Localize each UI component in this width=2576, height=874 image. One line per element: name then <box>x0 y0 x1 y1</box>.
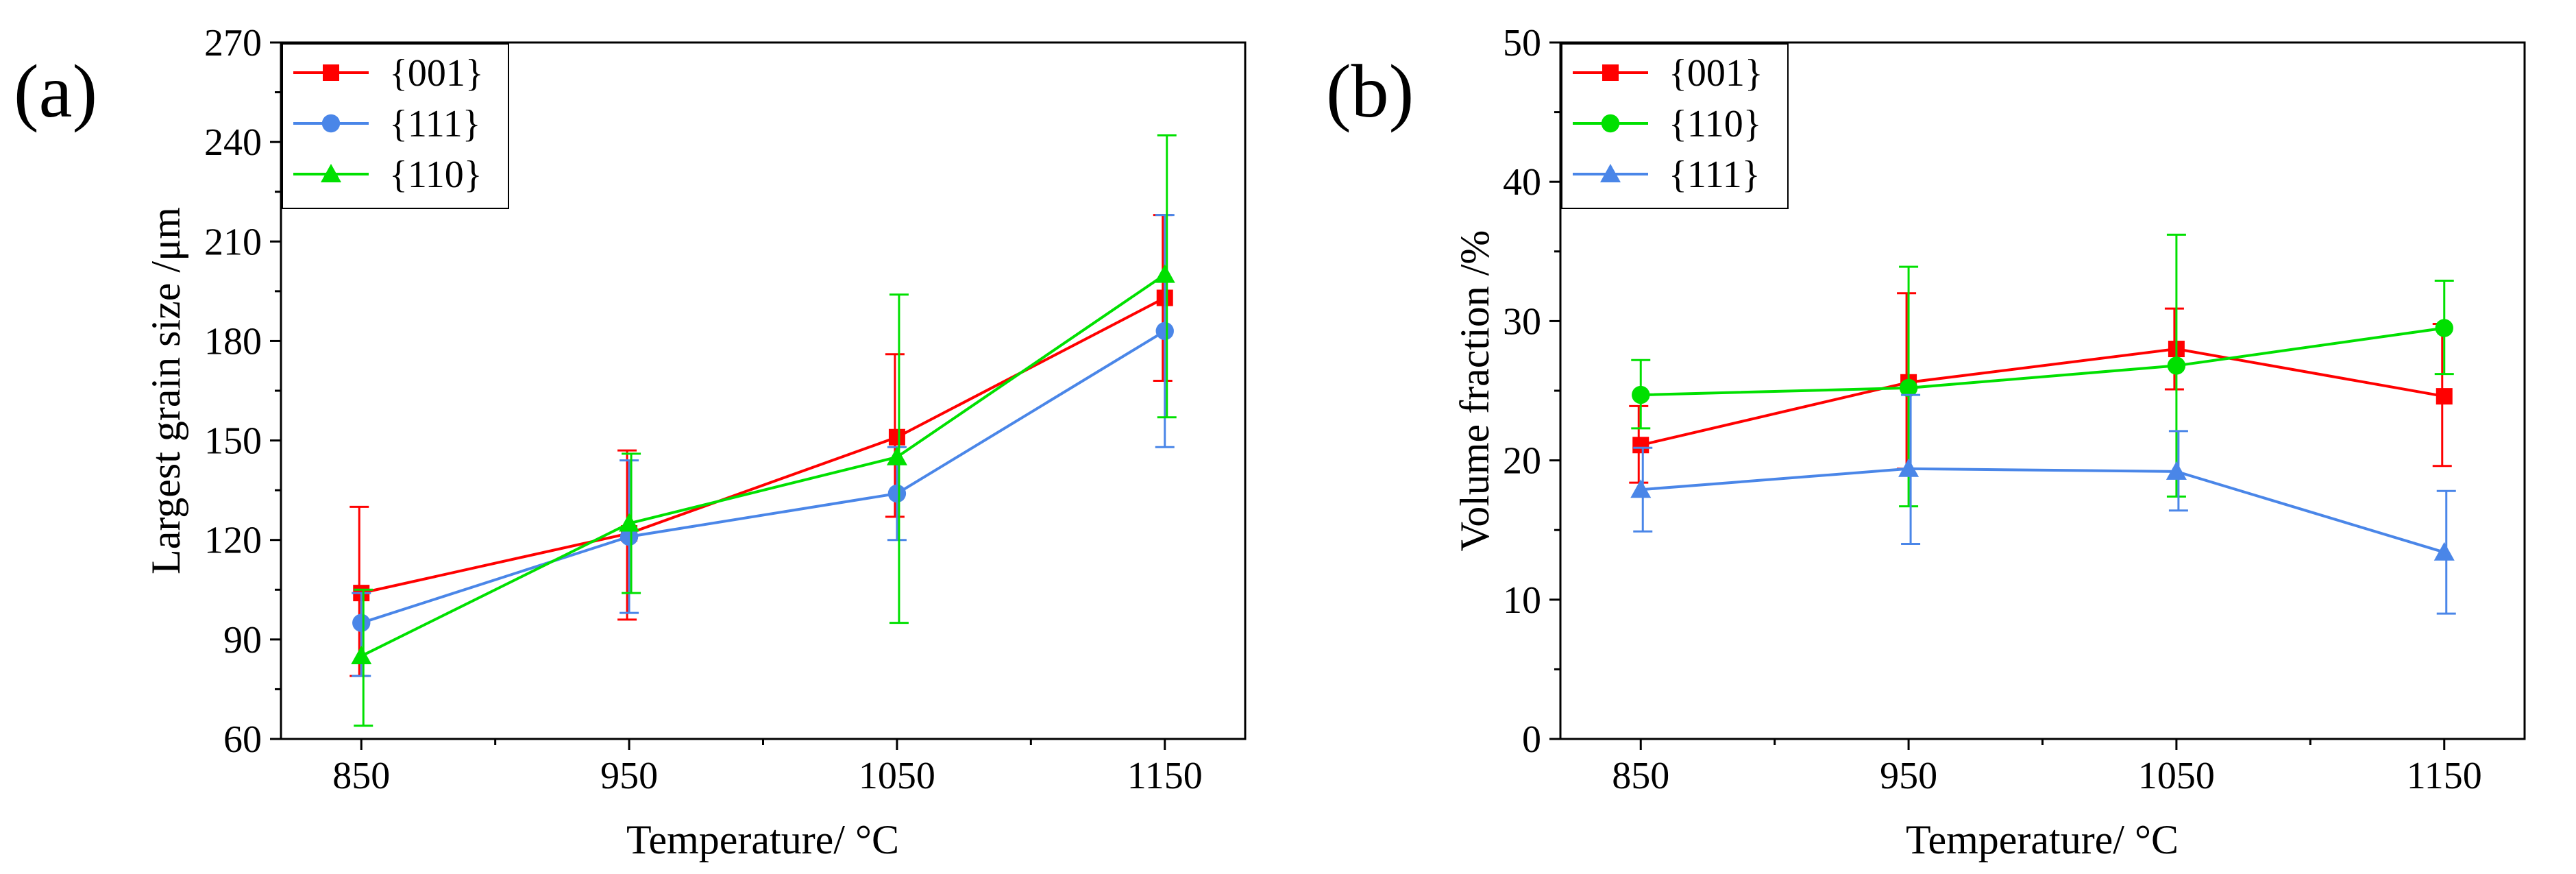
a-y-tick-label: 150 <box>204 420 262 463</box>
b-data-point <box>2435 319 2453 337</box>
a-y-tick-label: 180 <box>204 320 262 363</box>
panel-a-series <box>349 134 1177 727</box>
panel-b: (b) 850 950 1050 1150 0 10 20 30 40 50 Temperatu… <box>1326 22 2526 862</box>
b-data-point <box>2433 542 2455 561</box>
b-y-tick-label: 50 <box>1503 22 1541 64</box>
b-series-line <box>1641 467 2445 554</box>
a-y-tick-label: 210 <box>204 221 262 263</box>
a-y-tick-label: 240 <box>204 121 262 164</box>
b-data-point <box>2436 388 2453 405</box>
panel-a-y-tick-labels: 60 90 120 150 180 210 240 270 <box>204 22 262 761</box>
a-y-tick-label: 270 <box>204 22 262 64</box>
b-data-point <box>2167 356 2186 375</box>
a-data-point <box>351 646 372 665</box>
b-series-line <box>1640 348 2445 447</box>
a-legend-marker <box>321 114 341 133</box>
b-x-tick-label: 850 <box>1612 755 1669 797</box>
b-legend-label: {111} <box>1669 154 1761 196</box>
a-data-point <box>1155 321 1174 341</box>
panel-a: (a) 850 950 1050 1150 60 90 120 150 180 210 240 27… <box>14 22 1247 862</box>
a-legend-marker <box>323 64 339 81</box>
panel-b-series <box>1629 233 2456 615</box>
a-y-tick-label: 120 <box>204 520 262 562</box>
panel-a-ticks <box>270 41 1166 750</box>
b-legend-marker <box>1602 64 1619 81</box>
b-data-point <box>1632 385 1650 404</box>
panel-a-x-axis-title: Temperature/ °C <box>626 817 899 862</box>
a-x-tick-label: 1150 <box>1127 755 1203 797</box>
a-data-point <box>888 428 905 446</box>
b-y-tick-label: 30 <box>1503 300 1541 343</box>
a-x-tick-label: 950 <box>600 755 658 797</box>
b-data-point <box>1898 458 1919 477</box>
a-legend-label: {111} <box>389 103 481 145</box>
a-y-tick-label: 90 <box>223 619 262 661</box>
panel-b-y-axis-title: Volume fraction /% <box>1452 230 1497 552</box>
b-y-tick-label: 10 <box>1503 579 1541 622</box>
panel-a-y-axis-title: Largest grain size /μm <box>143 207 188 574</box>
b-y-tick-label: 0 <box>1522 718 1541 761</box>
b-legend-marker <box>1601 114 1620 133</box>
b-legend-label: {001} <box>1669 52 1763 95</box>
a-legend-marker <box>321 164 341 182</box>
panel-b-x-tick-labels: 850 950 1050 1150 <box>1612 755 2481 797</box>
b-x-tick-label: 1050 <box>2138 755 2215 797</box>
b-data-point <box>1632 437 1649 454</box>
panel-b-label: (b) <box>1326 49 1414 133</box>
a-series-0 <box>349 214 1173 677</box>
a-legend-label: {001} <box>389 52 484 95</box>
a-x-tick-label: 850 <box>332 755 390 797</box>
b-y-tick-label: 20 <box>1503 440 1541 483</box>
b-data-point <box>1899 378 1918 398</box>
b-series-2 <box>1630 393 2456 615</box>
b-legend-label: {110} <box>1669 103 1762 145</box>
a-data-point <box>619 513 640 532</box>
b-legend-marker <box>1600 164 1621 182</box>
b-series-0 <box>1629 292 2453 484</box>
b-y-tick-label: 40 <box>1503 161 1541 204</box>
panel-b-ticks <box>1549 41 2446 750</box>
a-series-1 <box>352 214 1175 677</box>
panel-a-x-tick-labels: 850 950 1050 1150 <box>332 755 1202 797</box>
a-data-point <box>886 446 907 465</box>
a-series-line <box>360 296 1166 595</box>
panel-b-legend: {001} {110} {111} <box>1561 43 1789 209</box>
b-data-point <box>1630 479 1652 498</box>
a-data-point <box>352 614 371 632</box>
a-series-line <box>360 330 1166 624</box>
a-x-tick-label: 1050 <box>859 755 935 797</box>
a-data-point <box>620 527 639 546</box>
b-series-line <box>1641 326 2445 397</box>
b-x-tick-label: 950 <box>1880 755 1937 797</box>
panel-b-x-axis-title: Temperature/ °C <box>1906 817 2179 862</box>
panel-a-label: (a) <box>14 49 97 133</box>
b-data-point <box>2166 461 2187 480</box>
a-series-line <box>360 274 1166 657</box>
b-x-tick-label: 1150 <box>2407 755 2482 797</box>
panel-b-y-tick-labels: 0 10 20 30 40 50 <box>1503 22 1541 761</box>
b-series-1 <box>1631 233 2454 508</box>
a-series-2 <box>351 134 1177 727</box>
panel-a-legend: {001} {111} {110} <box>282 43 509 209</box>
a-legend-label: {110} <box>389 154 482 196</box>
a-data-point <box>887 484 907 503</box>
a-y-tick-label: 60 <box>223 718 262 761</box>
a-data-point <box>1154 264 1175 283</box>
